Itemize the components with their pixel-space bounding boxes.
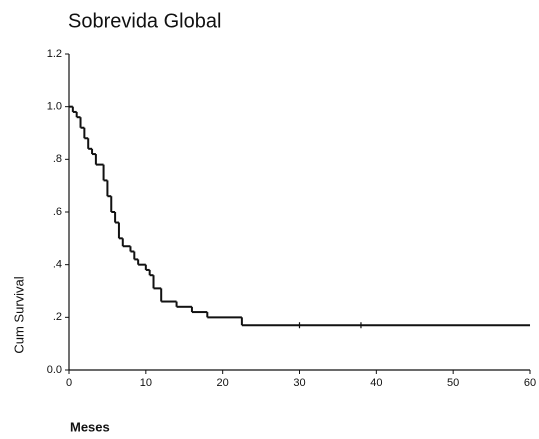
x-axis-label: Meses (70, 419, 110, 434)
x-tick-label: 0 (66, 377, 72, 389)
chart-title: Sobrevida Global (68, 10, 221, 32)
x-tick-label: 30 (293, 377, 305, 389)
x-tick-label: 10 (140, 377, 152, 389)
y-tick-label: 1.0 (47, 101, 62, 113)
y-tick-label: .8 (53, 153, 62, 165)
x-tick-label: 50 (447, 377, 459, 389)
y-axis-label: Cum Survival (11, 276, 26, 353)
y-tick-label: .2 (53, 311, 62, 323)
y-tick-label: 0.0 (47, 364, 62, 376)
x-tick-label: 40 (370, 377, 382, 389)
y-tick-label: 1.2 (47, 48, 62, 60)
x-tick-label: 60 (524, 377, 536, 389)
y-tick-label: .4 (53, 259, 62, 271)
x-tick-label: 20 (217, 377, 229, 389)
y-tick-label: .6 (53, 206, 62, 218)
